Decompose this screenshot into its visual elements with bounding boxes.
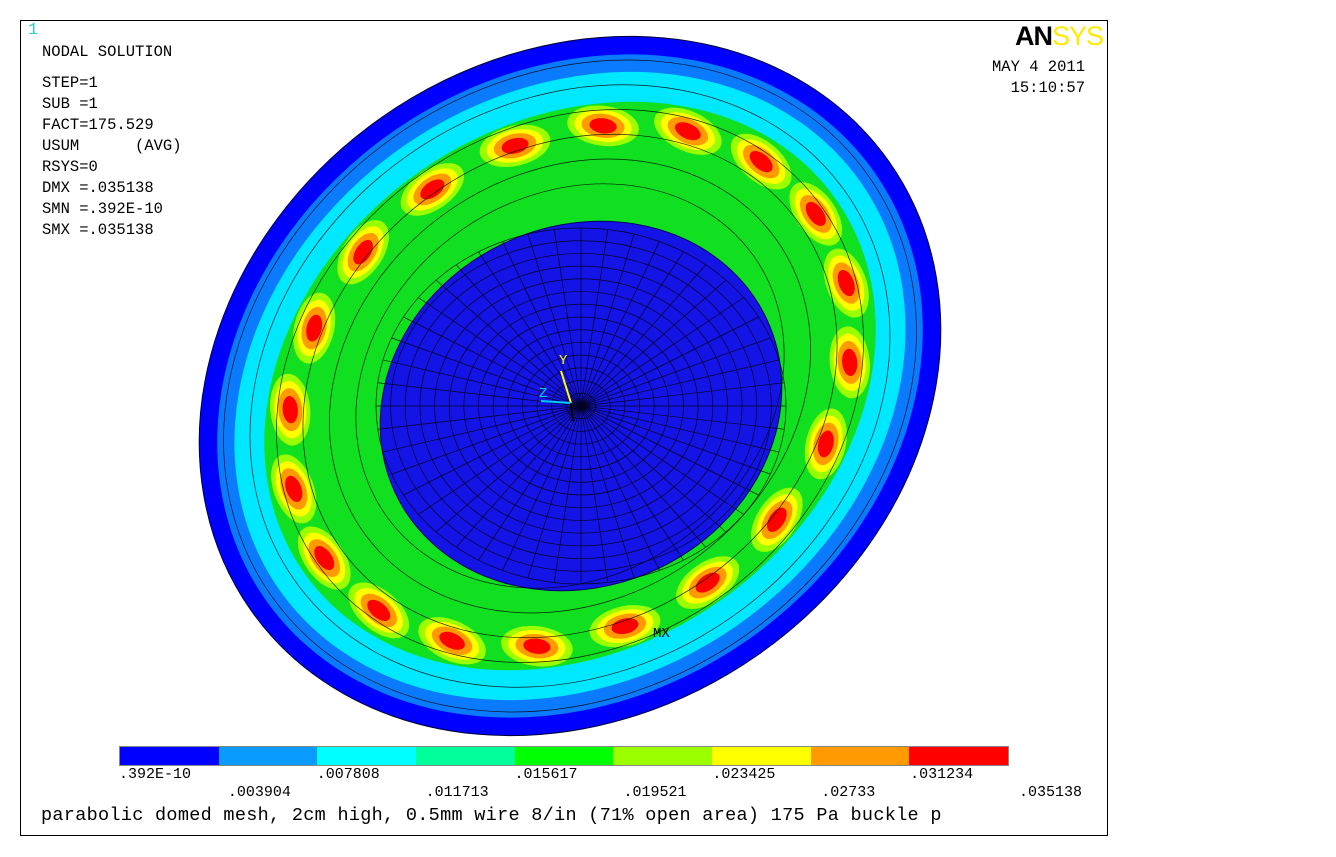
buckle-lobe (654, 107, 722, 155)
ansys-logo: ANSYS (1015, 21, 1104, 51)
mesh-outer-ring (302, 133, 838, 639)
mesh-ring (478, 316, 684, 496)
legend-tick-upper: .392E-10 (119, 766, 192, 783)
legend-tick-upper: .015617 (514, 766, 578, 783)
legend-swatch (810, 747, 910, 765)
coordinate-triad: Y Z (539, 353, 574, 422)
mesh-outer-ring (355, 183, 785, 589)
buckle-lobes (270, 105, 870, 667)
legend-swatch (416, 747, 515, 765)
z-axis-label: Z (539, 386, 547, 402)
legend-swatch (613, 747, 713, 765)
legend-swatch (712, 747, 811, 765)
time-label: 15:10:57 (1010, 79, 1085, 97)
buckle-lobe (589, 605, 661, 648)
buckle-lobe (293, 292, 336, 364)
buckle-lobe (789, 182, 843, 246)
buckle-lobe (479, 124, 551, 167)
mesh-ring (492, 329, 670, 483)
mesh-ring (463, 303, 699, 509)
info-line: STEP=1 (42, 74, 98, 92)
info-line: SUB =1 (42, 95, 98, 113)
mesh-outer-ring (223, 59, 917, 713)
buckle-lobe (348, 582, 410, 639)
buckle-lobe (270, 373, 311, 446)
buckle-lobe (400, 163, 464, 216)
mesh-ring (434, 278, 728, 534)
info-line: USUM (AVG) (42, 137, 182, 155)
mesh-outer-ring (329, 158, 811, 614)
info-line: SMN =.392E-10 (42, 200, 163, 218)
legend-tick-lower: .035138 (1019, 784, 1083, 801)
color-legend-bar (119, 746, 1009, 766)
info-line: RSYS=0 (42, 158, 98, 176)
buckle-lobe (804, 408, 847, 480)
plot-caption: parabolic domed mesh, 2cm high, 0.5mm wi… (41, 805, 942, 826)
contour-plot: Y Z MX (198, 35, 942, 737)
legend-swatch (317, 747, 417, 765)
max-marker-label: MX (653, 626, 670, 642)
mesh-lines (223, 59, 917, 713)
legend-tick-upper: .023425 (712, 766, 776, 783)
legend-swatch (909, 747, 1009, 765)
legend-tick-lower: .02733 (821, 784, 876, 801)
info-line: SMX =.035138 (42, 221, 154, 239)
legend-tick-lower: .019521 (623, 784, 687, 801)
info-line: FACT=175.529 (42, 116, 154, 134)
mesh-ring (522, 354, 640, 458)
mesh-ring (448, 291, 714, 521)
buckle-lobe (823, 248, 869, 318)
mesh-ring (566, 392, 596, 420)
mesh-outer-ring (249, 84, 891, 688)
legend-tick-lower: .011713 (425, 784, 489, 801)
legend-tick-lower: .003904 (227, 784, 291, 801)
date-label: MAY 4 2011 (991, 58, 1085, 76)
mesh-ring (551, 380, 611, 432)
legend-tick-upper: .031234 (910, 766, 974, 783)
legend-swatch (514, 747, 614, 765)
buckle-lobe (271, 454, 317, 524)
window-number: 1 (28, 21, 39, 40)
deformed-disc (198, 35, 942, 737)
mesh-ring (404, 253, 758, 559)
buckle-lobe (751, 487, 803, 552)
legend-swatch (218, 747, 318, 765)
graphics-window: 1 NODAL SOLUTION STEP=1 SUB =1 FACT=175.52… (20, 20, 1108, 836)
date-time-stamp: MAY 4 2011 15:10:57 (992, 57, 1085, 99)
info-line: NODAL SOLUTION (42, 43, 173, 61)
buckle-lobe (730, 133, 792, 190)
mesh-ring (507, 342, 655, 470)
buckle-lobe (676, 556, 740, 609)
mesh-outer-ring (276, 109, 864, 663)
buckle-lobe (337, 220, 389, 285)
solution-info-block: NODAL SOLUTION STEP=1 SUB =1 FACT=175.529 U… (42, 42, 182, 241)
legend-tick-upper: .007808 (316, 766, 380, 783)
mesh-ring (390, 240, 772, 572)
y-axis-label: Y (559, 353, 568, 369)
buckle-lobe (829, 326, 870, 399)
mesh-ring (419, 265, 743, 547)
buckle-lobe (297, 526, 351, 590)
mesh-ring (536, 367, 626, 445)
info-line: DMX =.035138 (42, 179, 154, 197)
legend-swatch (120, 747, 219, 765)
